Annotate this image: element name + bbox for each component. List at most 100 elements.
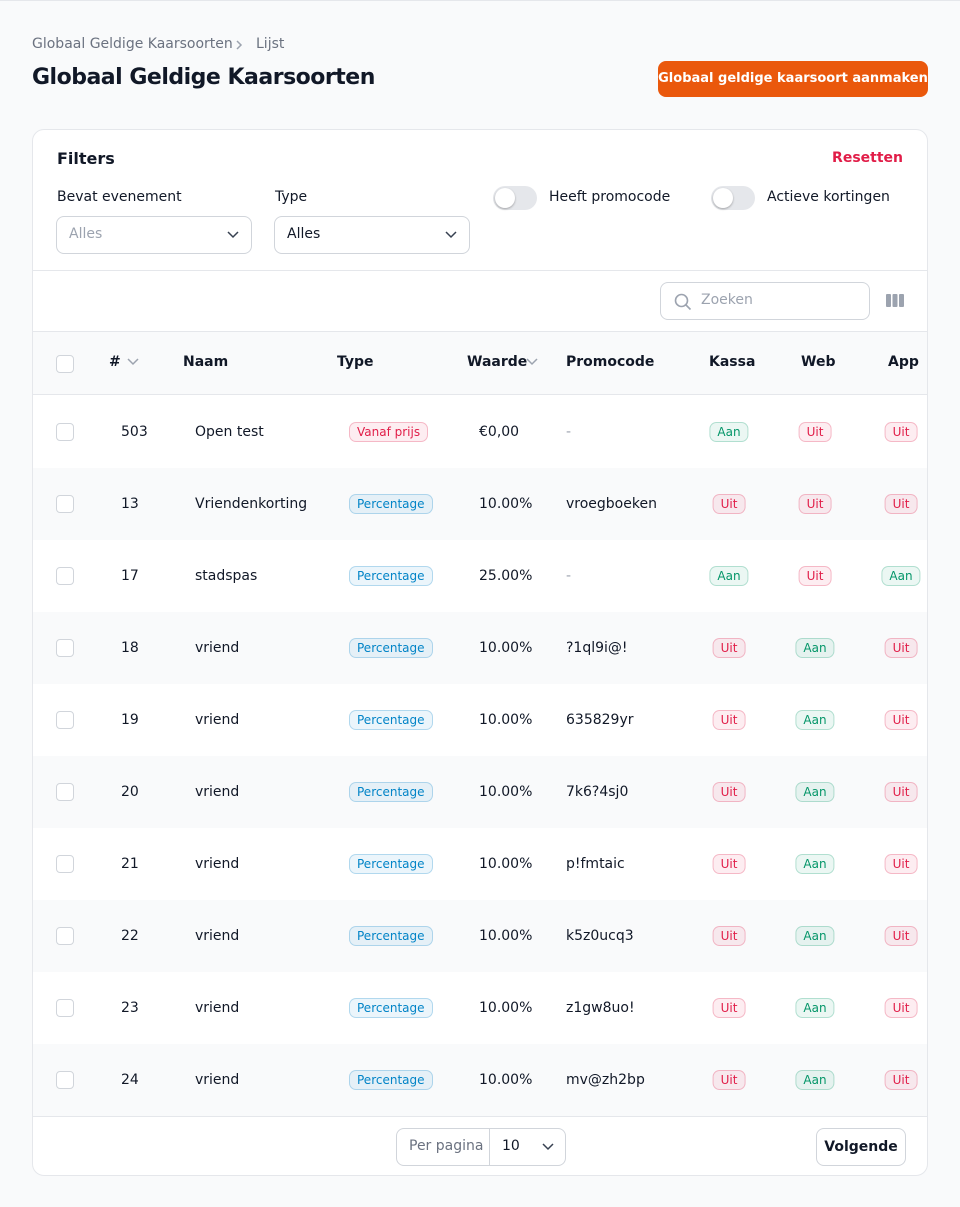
badge: Percentage — [349, 494, 433, 514]
table-row[interactable]: 19 vriend Percentage 10.00% 635829yr Uit Aan Ui… — [33, 684, 927, 756]
cell: 10.00% — [479, 856, 533, 872]
column-header[interactable]: Waarde — [467, 354, 528, 370]
badge: Uit — [798, 566, 832, 586]
badge: Percentage — [349, 566, 433, 586]
checkbox[interactable] — [56, 711, 74, 729]
per-page-select[interactable]: Per pagina 10 — [396, 1128, 566, 1166]
badge: Percentage — [349, 710, 433, 730]
checkbox[interactable] — [56, 855, 74, 873]
badge: Aan — [709, 566, 749, 586]
checkbox[interactable] — [56, 495, 74, 513]
badge: Uit — [712, 926, 746, 946]
table-row[interactable]: 24 vriend Percentage 10.00% mv@zh2bp Uit Aan Ui… — [33, 1044, 927, 1116]
filter-select[interactable]: Alles — [274, 216, 470, 254]
cell: 21 — [121, 856, 139, 872]
column-header: Type — [337, 354, 374, 370]
divider — [33, 1116, 927, 1117]
table-row[interactable]: 13 Vriendenkorting Percentage 10.00% vroegbo… — [33, 468, 927, 540]
badge: Uit — [884, 494, 918, 514]
table-row[interactable]: 17 stadspas Percentage 25.00% - Aan Uit Aan — [33, 540, 927, 612]
select-value: Alles — [287, 226, 321, 242]
cell: 635829yr — [566, 712, 634, 728]
column-header[interactable]: # — [109, 354, 121, 370]
table-row[interactable]: 503 Open test Vanaf prijs €0,00 - Aan Uit Uit — [33, 396, 927, 468]
toggle-label: Heeft promocode — [549, 189, 671, 205]
badge: Aan — [795, 638, 835, 658]
cell: 7k6?4sj0 — [566, 784, 629, 800]
checkbox[interactable] — [56, 567, 74, 585]
badge: Percentage — [349, 1070, 433, 1090]
badge: Aan — [795, 854, 835, 874]
checkbox[interactable] — [56, 423, 74, 441]
chevron — [445, 231, 457, 239]
badge: Uit — [712, 710, 746, 730]
cell: 24 — [121, 1072, 139, 1088]
toggle[interactable] — [493, 186, 537, 210]
search-input[interactable]: Zoeken — [660, 282, 870, 320]
cell: mv@zh2bp — [566, 1072, 645, 1088]
badge: Percentage — [349, 638, 433, 658]
chevron — [227, 231, 239, 239]
cell: ?1ql9i@! — [566, 640, 628, 656]
cell: 19 — [121, 712, 139, 728]
breadcrumb[interactable]: Lijst — [256, 36, 285, 52]
table-row[interactable]: 18 vriend Percentage 10.00% ?1ql9i@! Uit Aan Ui… — [33, 612, 927, 684]
cell: 23 — [121, 1000, 139, 1016]
toggle[interactable] — [711, 186, 755, 210]
reset-link[interactable]: Resetten — [832, 150, 903, 166]
checkbox[interactable] — [56, 927, 74, 945]
badge: Aan — [795, 710, 835, 730]
sort-icon[interactable] — [526, 357, 538, 367]
badge: Uit — [884, 710, 918, 730]
badge: Uit — [884, 638, 918, 658]
badge: Uit — [798, 422, 832, 442]
cell: 10.00% — [479, 784, 533, 800]
per-page-label: Per pagina — [409, 1138, 484, 1154]
filter-label: Type — [275, 189, 308, 205]
table-row[interactable]: 21 vriend Percentage 10.00% p!fmtaic Uit Aan Ui… — [33, 828, 927, 900]
create-button[interactable]: Globaal geldige kaarsoort aanmaken — [658, 61, 928, 97]
badge: Uit — [712, 998, 746, 1018]
cell: vriend — [195, 1000, 240, 1016]
cell: 10.00% — [479, 496, 533, 512]
column-header: App — [888, 354, 919, 370]
checkbox[interactable] — [56, 1071, 74, 1089]
cell: 20 — [121, 784, 139, 800]
filter-select[interactable]: Alles — [56, 216, 252, 254]
cell: 10.00% — [479, 1072, 533, 1088]
column-header: Kassa — [709, 354, 756, 370]
checkbox[interactable] — [56, 783, 74, 801]
badge: Uit — [712, 494, 746, 514]
breadcrumb-separator — [236, 40, 243, 50]
cell: Open test — [195, 424, 264, 440]
cell: 18 — [121, 640, 139, 656]
cell: vriend — [195, 640, 240, 656]
badge: Aan — [795, 998, 835, 1018]
next-button[interactable]: Volgende — [816, 1128, 906, 1166]
cell: 10.00% — [479, 712, 533, 728]
table-row[interactable]: 20 vriend Percentage 10.00% 7k6?4sj0 Uit Aan Ui… — [33, 756, 927, 828]
checkbox[interactable] — [56, 639, 74, 657]
cell: 22 — [121, 928, 139, 944]
badge: Percentage — [349, 854, 433, 874]
table-row[interactable]: 23 vriend Percentage 10.00% z1gw8uo! Uit Aan Ui… — [33, 972, 927, 1044]
badge: Uit — [884, 422, 918, 442]
cell: 503 — [121, 424, 148, 440]
cell: z1gw8uo! — [566, 1000, 635, 1016]
cell: €0,00 — [479, 424, 520, 440]
divider — [489, 1129, 490, 1165]
cell: vriend — [195, 856, 240, 872]
badge: Uit — [712, 1070, 746, 1090]
badge: Vanaf prijs — [349, 422, 429, 442]
breadcrumb[interactable]: Globaal Geldige Kaarsoorten — [32, 36, 233, 52]
cell: 25.00% — [479, 568, 533, 584]
checkbox[interactable] — [56, 999, 74, 1017]
checkbox[interactable] — [56, 355, 74, 373]
column-header: Web — [801, 354, 836, 370]
cell: vriend — [195, 712, 240, 728]
badge: Aan — [709, 422, 749, 442]
sort-icon[interactable] — [127, 357, 139, 367]
table-row[interactable]: 22 vriend Percentage 10.00% k5z0ucq3 Uit Aan Ui… — [33, 900, 927, 972]
columns-toggle[interactable] — [886, 293, 904, 308]
badge: Percentage — [349, 926, 433, 946]
